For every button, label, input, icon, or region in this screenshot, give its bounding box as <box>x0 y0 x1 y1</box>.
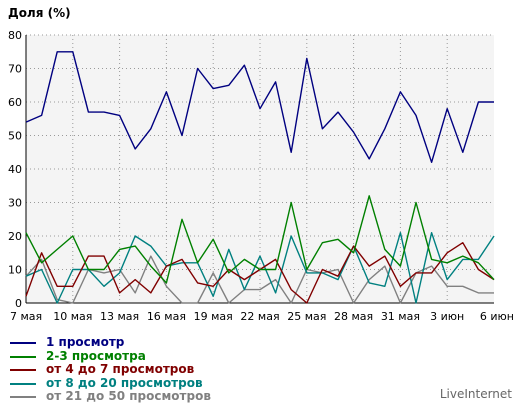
series-line-4 <box>25 231 495 304</box>
x-tick-labels: 7 мая 10 мая 13 мая 16 мая 19 мая 22 мая 25 ма… <box>10 310 514 323</box>
y-tick-labels: 0 10 20 30 40 50 60 70 80 <box>8 29 22 310</box>
chart: Доля (%) 0 10 20 30 40 50 60 70 80 7 мая 10 мая 13… <box>8 6 514 323</box>
series-line-1 <box>25 51 494 164</box>
x-tick-label: 3 июн <box>430 310 464 323</box>
series-line-2 <box>25 195 495 284</box>
x-tick-label: 13 мая <box>100 310 139 323</box>
y-tick-label: 20 <box>8 230 22 243</box>
y-tick-label: 30 <box>8 197 22 210</box>
legend-swatch <box>10 396 36 398</box>
y-tick-label: 0 <box>15 297 22 310</box>
legend-label: от 21 до 50 просмотров <box>46 389 211 403</box>
x-tick-label: 28 мая <box>334 310 373 323</box>
legend-label: от 8 до 20 просмотров <box>46 375 203 390</box>
x-tick-label: 6 июн <box>480 310 514 323</box>
y-tick-label: 60 <box>8 96 22 109</box>
grid <box>26 34 494 303</box>
legend-label: от 4 до 7 просмотров <box>46 362 195 376</box>
legend-swatch <box>10 382 36 385</box>
x-tick-label: 25 мая <box>287 310 326 323</box>
y-tick-label: 50 <box>8 130 22 143</box>
y-tick-label: 10 <box>8 264 22 277</box>
x-tick-label: 31 мая <box>381 310 420 323</box>
x-tick-label: 16 мая <box>147 310 186 323</box>
x-tick-label: 7 мая <box>10 310 42 323</box>
x-tick-label: 22 мая <box>240 310 279 323</box>
legend-swatch <box>10 355 36 358</box>
legend-swatch <box>10 369 36 371</box>
y-tick-label: 40 <box>8 163 22 176</box>
legend-label: 2-3 просмотра <box>46 348 146 363</box>
x-tick-label: 19 мая <box>194 310 233 323</box>
legend-swatch <box>10 342 36 344</box>
series-lines <box>25 51 495 304</box>
legend-label: 1 просмотр <box>46 335 125 349</box>
branding-label: LiveInternet <box>439 387 512 401</box>
y-tick-label: 80 <box>8 29 22 42</box>
y-tick-label: 70 <box>8 63 22 76</box>
x-tick-label: 10 мая <box>53 310 92 323</box>
y-axis-label: Доля (%) <box>8 6 71 20</box>
